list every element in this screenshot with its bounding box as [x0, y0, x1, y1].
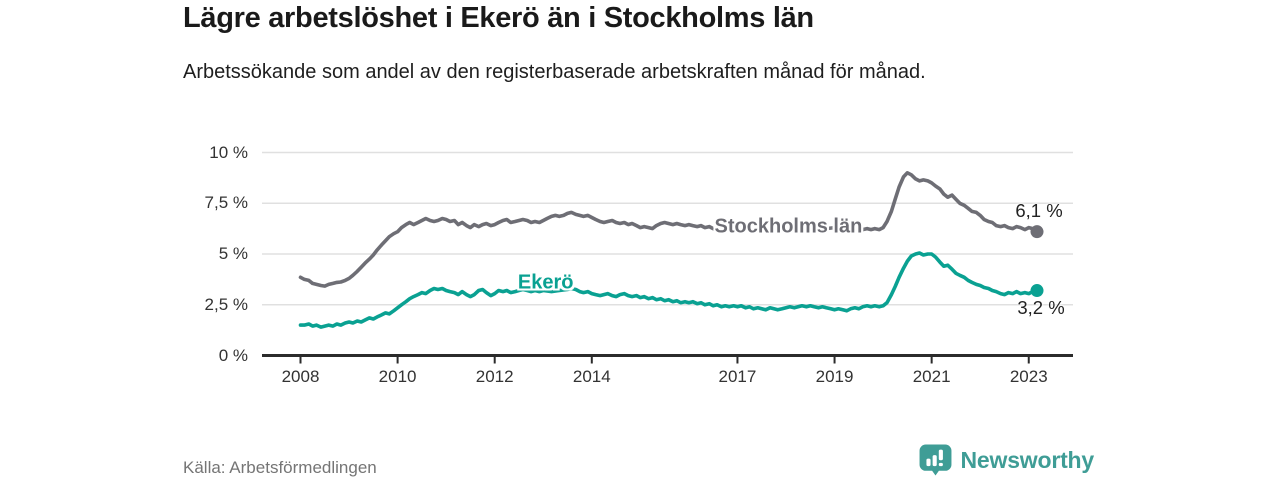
- end-value-label-stockholms-lan: 6,1 %: [1015, 199, 1063, 221]
- y-tick-label: 7,5 %: [204, 193, 248, 213]
- x-tick-label: 2008: [281, 367, 320, 386]
- y-tick-label: 2,5 %: [204, 294, 248, 314]
- chart-subtitle: Arbetssökande som andel av den registerb…: [183, 61, 926, 83]
- newsworthy-wordmark: Newsworthy: [960, 447, 1095, 473]
- x-tick-label: 2010: [378, 367, 417, 386]
- x-tick-label: 2023: [1009, 367, 1048, 386]
- series-label-stockholms-lan: Stockholms län: [714, 215, 863, 238]
- newsworthy-logo-icon: [918, 443, 953, 478]
- end-value-label-ekero: 3,2 %: [1017, 296, 1065, 318]
- x-tick-label: 2017: [718, 367, 757, 386]
- y-tick-label: 10 %: [209, 142, 248, 162]
- source-note: Källa: Arbetsförmedlingen: [183, 458, 377, 477]
- y-tick-label: 5 %: [218, 244, 248, 263]
- series-label-ekero: Ekerö: [517, 271, 574, 294]
- newsworthy-brand: Newsworthy: [918, 443, 1094, 478]
- y-tick-label: 0 %: [218, 345, 248, 365]
- x-tick-label: 2021: [912, 367, 951, 386]
- x-tick-label: 2019: [815, 367, 854, 386]
- x-tick-label: 2014: [572, 367, 611, 386]
- x-tick-label: 2012: [475, 367, 514, 386]
- page-title: Lägre arbetslöshet i Ekerö än i Stockhol…: [183, 2, 814, 34]
